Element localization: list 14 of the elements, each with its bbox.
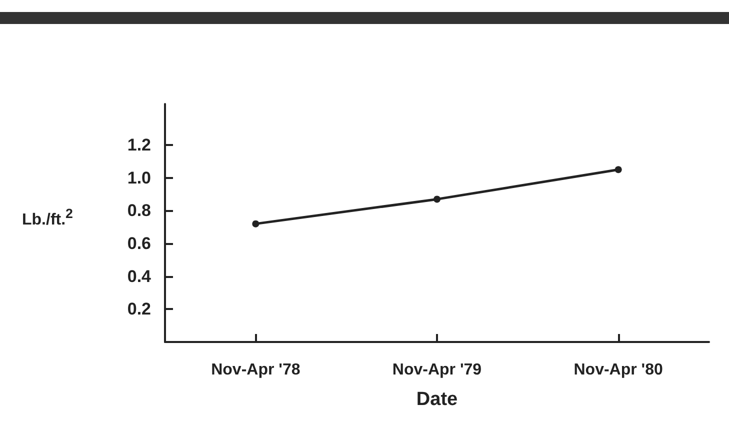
y-tick-label: 0.8 — [127, 201, 151, 220]
y-tick-label: 1.0 — [127, 168, 151, 188]
y-tick-label: 0.4 — [127, 266, 152, 286]
point — [434, 196, 440, 203]
y-tick-label: 0.6 — [127, 234, 151, 254]
y-axis-title: Lb./ft.$^{2}$ — [22, 206, 73, 230]
point — [252, 220, 260, 228]
y-tick-label: 1.2 — [127, 136, 151, 155]
x-axis-title: Date — [416, 389, 458, 410]
x-tick-label: Nov-Apr '78 — [211, 362, 300, 378]
x-tick-label: Nov-Apr '80 — [574, 362, 664, 378]
y-tick-label: 0.2 — [127, 300, 151, 319]
x-tick-label: Nov-Apr '79 — [392, 362, 482, 378]
point — [614, 166, 622, 174]
